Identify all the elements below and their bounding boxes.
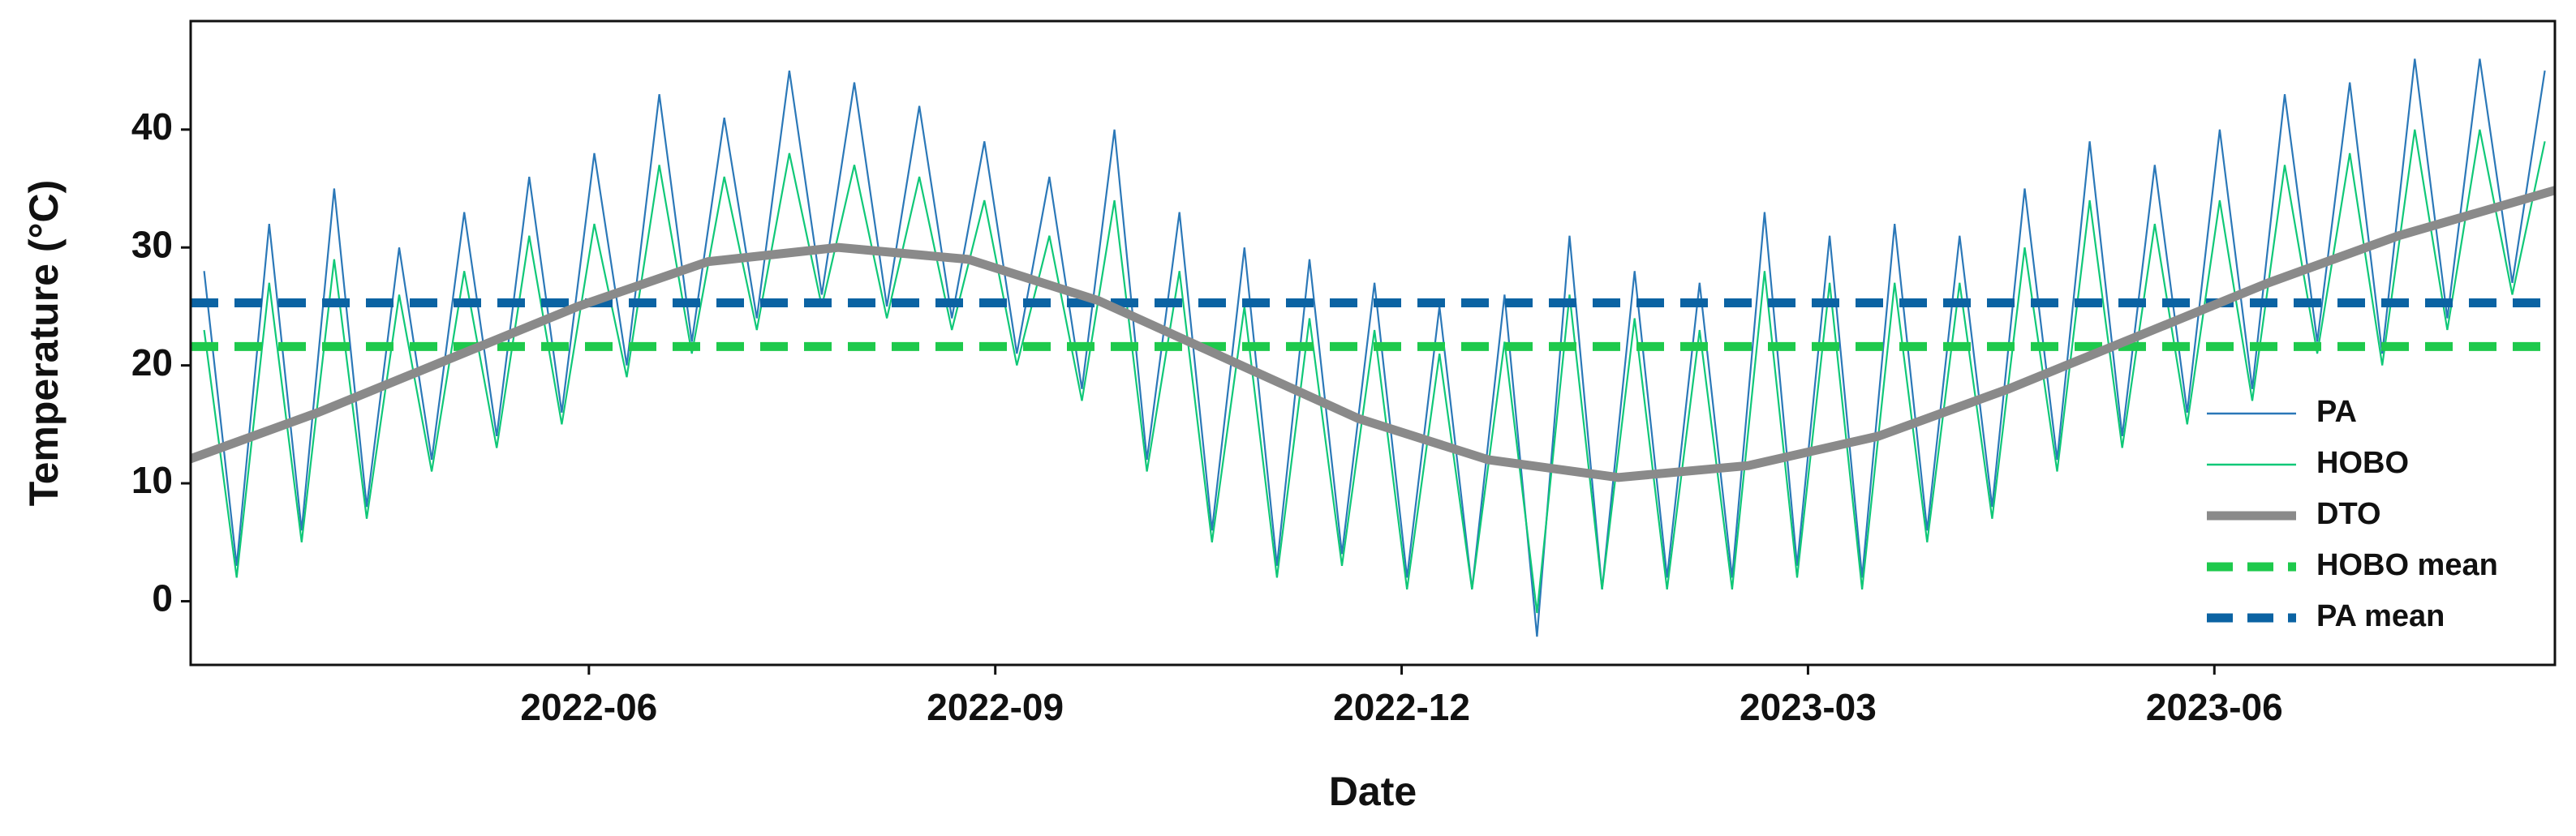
data-line bbox=[203, 58, 2546, 637]
x-tick-label: 2022-12 bbox=[1333, 686, 1470, 728]
data-line bbox=[203, 129, 2546, 614]
plot-area bbox=[191, 58, 2555, 637]
x-axis-title: Date bbox=[1329, 769, 1417, 814]
legend-label: PA bbox=[2316, 395, 2357, 429]
x-tick-label: 2022-09 bbox=[927, 686, 1064, 728]
y-tick-label: 30 bbox=[131, 223, 173, 265]
y-tick-label: 0 bbox=[152, 577, 173, 619]
legend-label: HOBO mean bbox=[2316, 548, 2498, 582]
x-tick-label: 2023-03 bbox=[1740, 686, 1877, 728]
y-tick-label: 40 bbox=[131, 105, 173, 148]
x-tick-label: 2022-06 bbox=[520, 686, 657, 728]
plot-frame bbox=[189, 19, 2557, 667]
y-tick-label: 10 bbox=[131, 459, 173, 501]
legend-label: HOBO bbox=[2316, 446, 2409, 480]
y-axis-title: Temperature (°C) bbox=[21, 180, 67, 506]
x-tick-label: 2023-06 bbox=[2146, 686, 2283, 728]
legend-label: DTO bbox=[2316, 497, 2381, 531]
legend-label: PA mean bbox=[2316, 599, 2445, 633]
fit-line bbox=[191, 185, 2555, 482]
y-tick-label: 20 bbox=[131, 341, 173, 384]
